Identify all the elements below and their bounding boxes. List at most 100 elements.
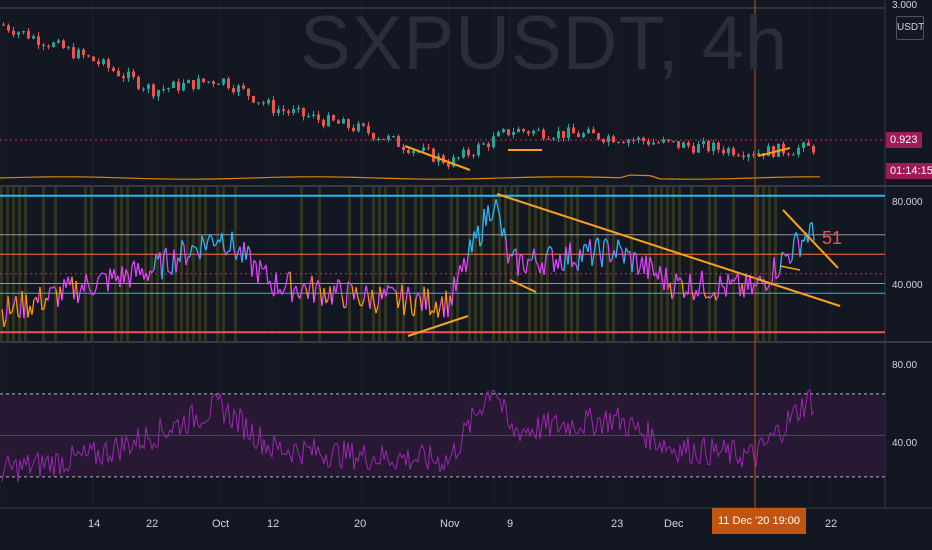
rsi-line-segment bbox=[283, 284, 287, 291]
candle-body bbox=[597, 133, 600, 140]
candle-body bbox=[12, 30, 15, 35]
rsi-line-segment bbox=[249, 249, 253, 277]
x-tick: Nov bbox=[440, 518, 460, 530]
candle-body bbox=[717, 142, 720, 150]
signal-band bbox=[318, 187, 321, 341]
rsi-line-segment bbox=[771, 257, 775, 286]
rsi-line-segment bbox=[549, 245, 553, 250]
rsi-line-segment bbox=[317, 279, 321, 288]
candle-body bbox=[247, 88, 250, 97]
rsi-line-segment bbox=[793, 232, 797, 240]
rsi-line-segment bbox=[381, 288, 385, 300]
rsi-line-segment bbox=[251, 259, 255, 277]
rsi-line-segment bbox=[39, 286, 43, 310]
candle-body bbox=[617, 142, 620, 144]
rsi-line-segment bbox=[417, 292, 421, 298]
rsi-line-segment bbox=[165, 247, 169, 272]
signal-band bbox=[120, 187, 123, 341]
rsi-line-segment bbox=[445, 290, 449, 318]
candle-body bbox=[312, 114, 315, 116]
rsi-line-segment bbox=[481, 208, 485, 242]
candle-body bbox=[652, 142, 655, 145]
rsi-line-segment bbox=[299, 288, 303, 299]
candle-body bbox=[757, 153, 760, 155]
rsi-line-segment bbox=[679, 277, 683, 282]
candle-body bbox=[532, 130, 535, 134]
rsi-line-segment bbox=[107, 268, 111, 292]
candle-body bbox=[372, 132, 375, 140]
candle-body bbox=[702, 141, 705, 145]
rsi-line-segment bbox=[507, 254, 511, 264]
rsi-line-segment bbox=[471, 231, 475, 253]
currency-button[interactable]: USDT bbox=[896, 16, 924, 40]
rsi-line-segment bbox=[87, 282, 91, 292]
candle-body bbox=[607, 136, 610, 143]
rsi-line-segment bbox=[429, 310, 433, 316]
candle-body bbox=[732, 148, 735, 156]
candle-body bbox=[517, 128, 520, 133]
rsi-line-segment bbox=[609, 258, 613, 263]
rsi-axis-tick-40: 40.000 bbox=[892, 280, 923, 291]
rsi-line-segment bbox=[307, 284, 311, 299]
candle-body bbox=[692, 145, 695, 153]
rsi-trend-line bbox=[407, 315, 469, 337]
rsi-line-segment bbox=[281, 290, 285, 295]
rsi-line-segment bbox=[489, 218, 493, 222]
candle-body bbox=[187, 80, 190, 84]
rsi-line-segment bbox=[321, 287, 325, 306]
bottom-axis-tick-40: 40.00 bbox=[892, 438, 918, 449]
rsi-line-segment bbox=[101, 272, 105, 275]
candle-body bbox=[197, 78, 200, 90]
rsi-line-segment bbox=[357, 297, 361, 306]
candle-body bbox=[497, 132, 500, 137]
rsi-line-segment bbox=[485, 205, 489, 226]
rsi-line-segment bbox=[355, 287, 359, 298]
rsi-line-segment bbox=[421, 286, 425, 311]
rsi-line-segment bbox=[375, 305, 379, 314]
signal-band bbox=[768, 187, 771, 341]
rsi-line-segment bbox=[535, 261, 539, 265]
rsi-line-segment bbox=[467, 239, 471, 257]
rsi-line-segment bbox=[597, 237, 601, 254]
signal-band bbox=[378, 187, 381, 341]
rsi-line-segment bbox=[487, 205, 491, 222]
rsi-line-segment bbox=[331, 285, 335, 305]
candle-body bbox=[712, 142, 715, 152]
rsi-line-segment bbox=[571, 261, 575, 268]
rsi-line-segment bbox=[573, 261, 577, 266]
rsi-line-segment bbox=[233, 249, 237, 260]
candle-body bbox=[637, 137, 640, 140]
rsi-line-segment bbox=[313, 286, 317, 303]
rsi-line-segment bbox=[601, 240, 605, 268]
candle-body bbox=[52, 42, 55, 47]
signal-band bbox=[384, 187, 387, 341]
candle-body bbox=[272, 100, 275, 114]
candle-body bbox=[592, 129, 595, 134]
candle-body bbox=[192, 80, 195, 90]
rsi-line-segment bbox=[339, 281, 343, 297]
candle-body bbox=[662, 139, 665, 143]
rsi-trend-line bbox=[509, 279, 537, 293]
candle-body bbox=[2, 24, 5, 26]
candle-body bbox=[147, 84, 150, 89]
signal-band bbox=[144, 187, 147, 341]
rsi-line-segment bbox=[765, 287, 769, 292]
candle-body bbox=[722, 149, 725, 154]
candle-body bbox=[342, 119, 345, 124]
rsi-trend-line bbox=[779, 265, 801, 271]
candle-body bbox=[392, 136, 395, 138]
candle-body bbox=[657, 142, 660, 144]
x-tick: Oct bbox=[212, 518, 230, 530]
rsi-line-segment bbox=[341, 296, 345, 309]
rsi-line-segment bbox=[135, 262, 139, 277]
rsi-line-segment bbox=[511, 250, 515, 257]
rsi-line-segment bbox=[19, 291, 23, 318]
signal-band bbox=[690, 187, 693, 341]
rsi-line-segment bbox=[505, 240, 509, 264]
candle-body bbox=[632, 139, 635, 141]
rsi-line-segment bbox=[373, 302, 377, 314]
candle-body bbox=[162, 88, 165, 90]
rsi-line-segment bbox=[591, 253, 595, 266]
rsi-line-segment bbox=[47, 287, 51, 301]
